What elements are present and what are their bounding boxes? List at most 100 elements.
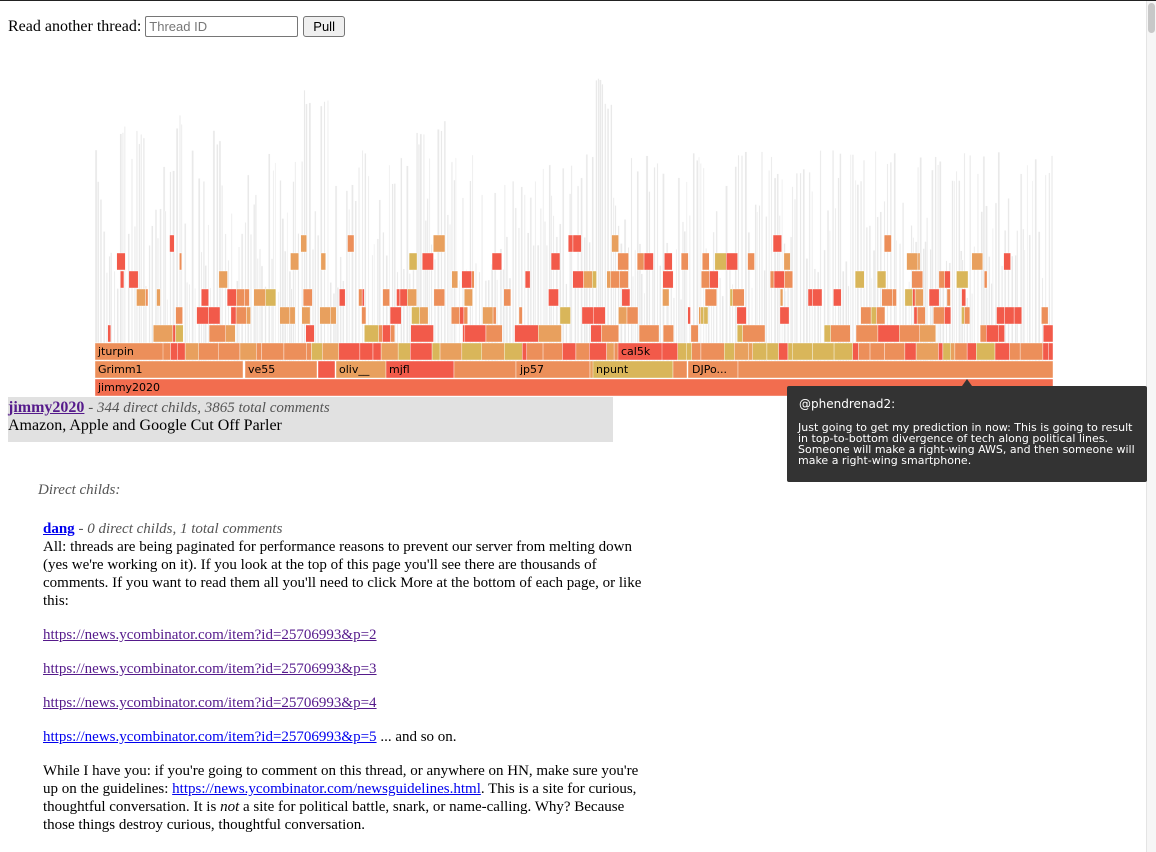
flame-spike[interactable]: [133, 226, 136, 362]
flame-block[interactable]: [422, 252, 434, 271]
flame-block[interactable]: [410, 324, 434, 343]
flame-block[interactable]: [783, 252, 791, 271]
flame-spike[interactable]: [286, 212, 288, 362]
flame-block[interactable]: [236, 288, 245, 307]
flame-block[interactable]: [575, 342, 590, 361]
flame-spike[interactable]: [953, 180, 956, 362]
flame-block[interactable]: [784, 270, 793, 289]
flame-block[interactable]: [858, 342, 871, 361]
flame-block[interactable]: [870, 306, 877, 325]
flame-spike[interactable]: [314, 210, 317, 362]
flame-block[interactable]: [230, 306, 237, 325]
flame-spike[interactable]: [400, 157, 403, 362]
flame-spike[interactable]: [808, 171, 811, 362]
flame-block[interactable]: [769, 270, 775, 289]
flame-block[interactable]: [869, 342, 885, 361]
flame-block[interactable]: [737, 360, 1054, 379]
flame-block[interactable]: [698, 306, 701, 325]
flame-block[interactable]: [904, 288, 913, 307]
flame-block[interactable]: [338, 342, 361, 361]
flame-block[interactable]: [306, 342, 312, 361]
flame-block[interactable]: [522, 342, 528, 361]
flame-spike[interactable]: [99, 199, 103, 362]
flame-block[interactable]: [914, 288, 924, 307]
flame-block[interactable]: [389, 306, 402, 325]
flame-block[interactable]: [491, 252, 502, 271]
flame-block[interactable]: [239, 342, 257, 361]
flame-spike[interactable]: [450, 161, 453, 362]
flame-block[interactable]: [677, 342, 687, 361]
page-link-5[interactable]: https://news.ycombinator.com/item?id=257…: [43, 729, 377, 745]
flame-block[interactable]: [1009, 342, 1021, 361]
flame-block[interactable]: [339, 288, 346, 307]
flame-spike[interactable]: [123, 126, 126, 362]
flame-block[interactable]: [550, 252, 561, 271]
page-link-2[interactable]: https://news.ycombinator.com/item?id=257…: [43, 627, 377, 643]
flame-block[interactable]: [589, 342, 607, 361]
flame-spike[interactable]: [683, 231, 686, 362]
flame-block[interactable]: [184, 342, 199, 361]
flame-block[interactable]: [1003, 252, 1011, 271]
flame-block[interactable]: [459, 306, 465, 325]
flame-block[interactable]: [153, 324, 174, 343]
flame-spike[interactable]: [562, 167, 565, 362]
flame-block[interactable]: [643, 252, 654, 271]
flame-block[interactable]: [208, 324, 226, 343]
flame-block[interactable]: [572, 270, 584, 289]
flame-block[interactable]: [198, 342, 219, 361]
flame-block[interactable]: [411, 306, 420, 325]
flame-spike[interactable]: [1019, 173, 1023, 362]
flame-block[interactable]: [700, 306, 705, 325]
flame-spike[interactable]: [119, 133, 123, 362]
flame-block[interactable]: [583, 270, 593, 289]
flame-block[interactable]: [461, 270, 472, 289]
flame-spike[interactable]: [583, 237, 587, 362]
flame-spike[interactable]: [630, 157, 633, 362]
flame-block[interactable]: [120, 270, 125, 289]
flame-spike[interactable]: [274, 162, 276, 362]
flame-block[interactable]: [196, 306, 209, 325]
flame-spike[interactable]: [361, 149, 364, 362]
flame-spike[interactable]: [937, 164, 939, 362]
flame-node-jturpin[interactable]: [94, 342, 164, 361]
flame-block[interactable]: [702, 252, 710, 271]
flame-block[interactable]: [526, 342, 544, 361]
flame-block[interactable]: [136, 288, 146, 307]
flame-block[interactable]: [170, 342, 178, 361]
flame-block[interactable]: [201, 288, 209, 307]
flame-spike[interactable]: [94, 149, 98, 362]
flame-spike[interactable]: [351, 184, 354, 362]
flame-block[interactable]: [807, 288, 813, 307]
flame-spike[interactable]: [570, 165, 573, 362]
flame-node-cal5k[interactable]: [617, 342, 663, 361]
flame-block[interactable]: [1042, 342, 1049, 361]
flame-block[interactable]: [928, 288, 940, 307]
flame-block[interactable]: [361, 306, 367, 325]
flame-spike[interactable]: [184, 223, 187, 362]
flame-block[interactable]: [172, 324, 176, 343]
flame-block[interactable]: [156, 288, 161, 307]
flame-block[interactable]: [482, 306, 494, 325]
flame-block[interactable]: [169, 234, 175, 253]
flame-block[interactable]: [538, 324, 562, 343]
flame-block[interactable]: [812, 288, 823, 307]
flame-spike[interactable]: [725, 185, 728, 362]
flame-block[interactable]: [396, 288, 401, 307]
flame-spike[interactable]: [610, 104, 613, 362]
flame-block[interactable]: [358, 288, 363, 307]
flame-block[interactable]: [218, 270, 228, 289]
flame-block[interactable]: [971, 252, 984, 271]
flame-block[interactable]: [917, 252, 921, 271]
flame-block[interactable]: [279, 306, 291, 325]
flame-spike[interactable]: [97, 181, 100, 362]
flame-block[interactable]: [1043, 324, 1054, 343]
flame-block[interactable]: [431, 342, 441, 361]
flame-block[interactable]: [378, 324, 383, 343]
flame-spike[interactable]: [292, 181, 295, 362]
flame-spike[interactable]: [131, 158, 133, 362]
flame-block[interactable]: [726, 252, 738, 271]
flame-block[interactable]: [380, 342, 399, 361]
flame-block[interactable]: [691, 342, 702, 361]
flame-block[interactable]: [364, 324, 379, 343]
flame-spike[interactable]: [122, 132, 124, 362]
